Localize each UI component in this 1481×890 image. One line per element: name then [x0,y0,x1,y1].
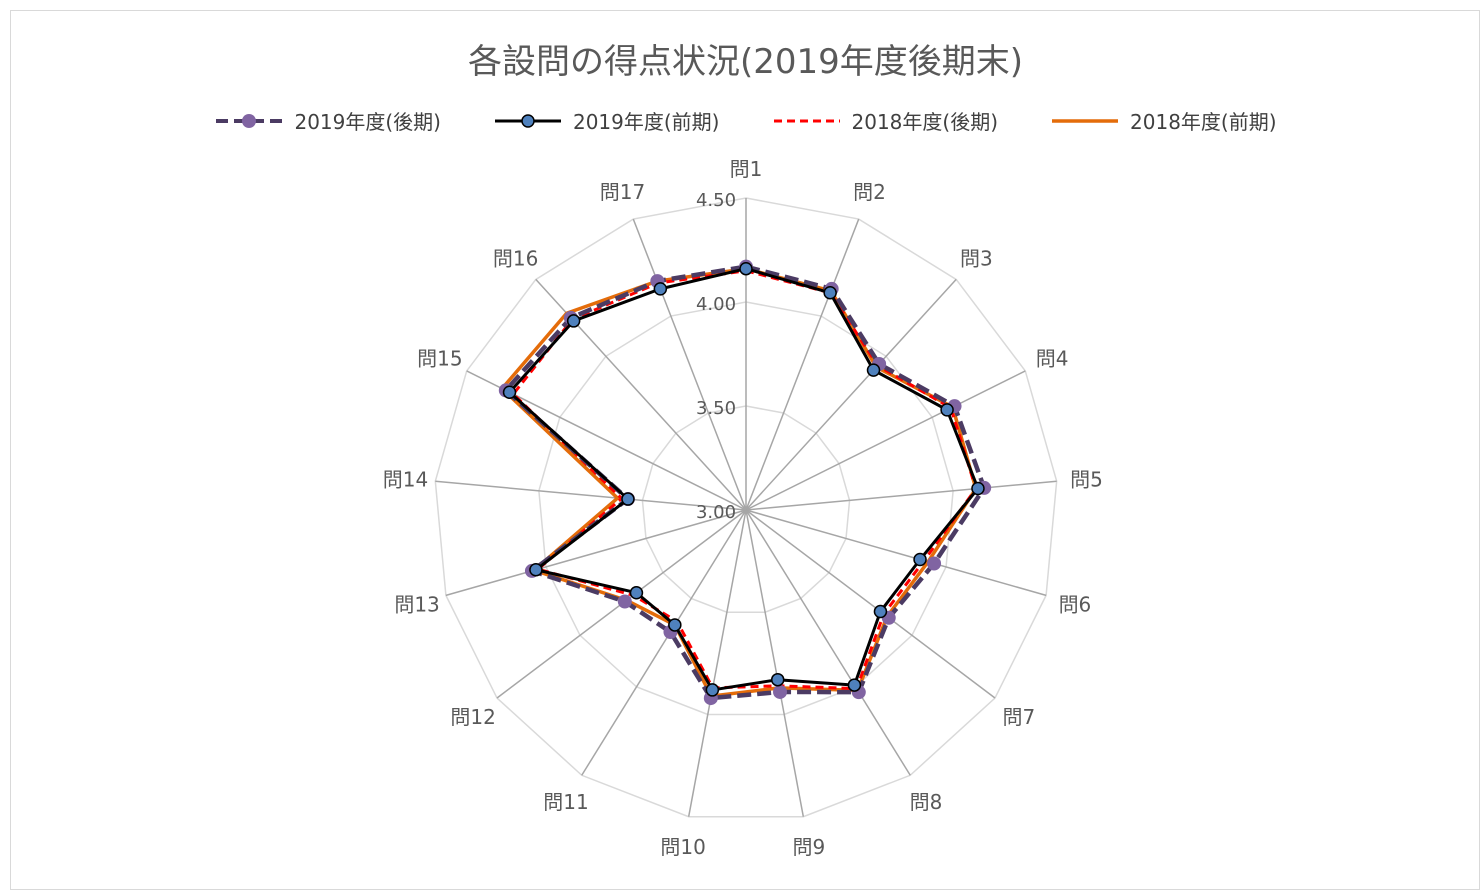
series-1-point-5 [971,481,985,496]
spoke-10 [687,509,747,817]
series-line-1 [508,267,980,692]
tick-label: 4.50 [696,190,736,211]
series-1-point-16 [566,314,581,328]
axis-label-4: 問4 [1036,347,1069,371]
axis-label-7: 問7 [1003,705,1036,729]
series-1-point-15 [502,385,517,400]
spoke-2 [745,218,860,511]
series-1-point-3 [866,363,881,377]
legend-label-2018-late: 2018年度(後期) [851,110,999,134]
spoke-14 [435,480,747,511]
series-1-point-12 [629,585,644,600]
spoke-6 [745,509,1047,597]
series-0-point-9 [773,684,788,699]
spoke-4 [745,370,1026,511]
series-0-point-12 [617,594,632,609]
grid-ring-1 [641,405,851,613]
series-1-point-13 [529,563,543,577]
axis-label-13: 問13 [394,593,439,617]
grid-ring-2 [538,301,954,716]
legend-item-2019-late: 2019年度(後期) [214,106,441,135]
tick-label: 3.50 [696,398,736,419]
axis-label-5: 問5 [1070,467,1103,491]
tick-label: 4.00 [696,294,736,315]
legend-item-2018-early: 2018年度(前期) [1050,106,1277,135]
series-1-point-6 [913,552,927,567]
series-1-point-7 [873,604,888,619]
axis-label-1: 問1 [730,157,763,181]
series-1-point-2 [823,286,837,300]
spoke-11 [581,509,747,776]
series-1-point-9 [770,672,785,687]
spoke-5 [745,480,1057,511]
legend-label-2018-early: 2018年度(前期) [1130,110,1277,134]
axis-label-10: 問10 [660,835,705,859]
legend-label-2019-early: 2019年度(前期) [572,110,720,134]
spoke-13 [445,509,747,597]
legend-item-2019-early: 2019年度(前期) [493,106,720,135]
series-line-3 [500,266,978,698]
legend-swatch-2018-late [773,119,840,122]
legend: 2019年度(後期) 2019年度(前期) 2018年度(後期) 2018年度(… [0,106,1481,135]
tick-label: 3.00 [696,502,736,523]
axis-label-8: 問8 [910,790,943,814]
series-1-point-10 [705,683,720,697]
series-line-2 [511,269,978,691]
axis-label-16: 問16 [493,246,538,270]
series-1-point-14 [621,492,635,506]
series-1-point-8 [847,678,862,692]
legend-swatch-2019-late [216,113,283,128]
axis-label-2: 問2 [853,180,886,204]
legend-item-2018-late: 2018年度(後期) [772,106,999,135]
legend-swatch-2018-early [1052,118,1119,123]
grid-ring-3 [434,197,1058,818]
series-0-point-6 [927,556,942,571]
legend-label-2019-late: 2019年度(後期) [294,110,441,134]
axis-label-3: 問3 [960,246,993,270]
spoke-8 [745,509,911,776]
series-line-0 [503,264,987,701]
legend-swatch-2019-early [494,113,561,128]
chart-title: 各設問の得点状況(2019年度後期末) [467,42,1024,82]
axis-label-15: 問15 [417,347,462,371]
axis-label-6: 問6 [1059,593,1092,617]
spoke-17 [632,218,747,511]
axis-label-9: 問9 [792,835,825,859]
series-1-point-17 [653,282,668,296]
spoke-3 [745,278,957,511]
axis-label-11: 問11 [543,790,588,814]
spoke-7 [745,509,996,699]
axis-label-17: 問17 [600,180,645,204]
series-1-point-11 [668,618,682,632]
spoke-9 [745,509,805,817]
series-1-point-1 [739,261,753,276]
axis-label-12: 問12 [450,705,495,729]
axis-label-14: 問14 [383,467,428,491]
series-1-point-4 [940,403,954,417]
